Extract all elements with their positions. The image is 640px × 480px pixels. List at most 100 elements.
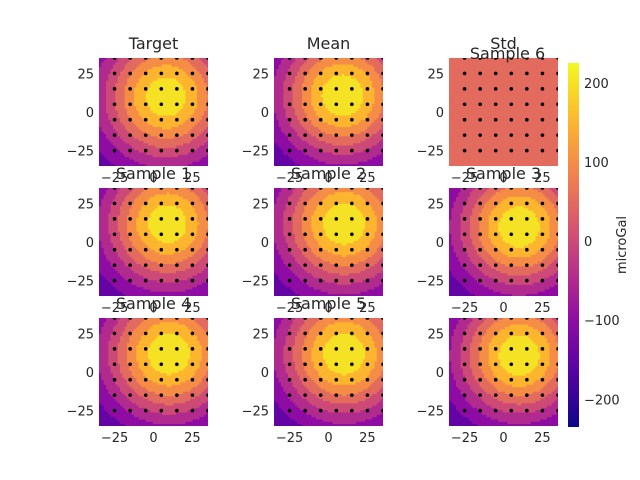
station-dot [318,133,323,137]
station-dot [334,247,339,252]
station-dot [303,217,307,221]
station-dot [556,377,558,382]
contour-field [99,188,208,296]
station-dot [350,318,354,320]
y-tick-label: 0 [86,366,94,381]
station-dot [540,263,545,267]
station-dot [462,201,467,206]
panel-grid: −25 0 25 25 0 −25 Target −25 0 25 25 0 −25 Mean −25 0 25… [67,34,558,446]
station-dot [334,263,339,267]
station-dot [334,188,339,190]
station-dot [509,347,514,351]
station-dot [525,87,529,91]
station-dot [334,58,339,60]
x-tick-label: −25 [101,431,128,446]
station-dot [525,217,529,221]
station-dot [143,102,148,107]
station-dot [462,58,467,60]
panel-title: Sample 4 [116,294,191,313]
station-dot [175,247,179,252]
station-dot [462,278,467,283]
station-dot [190,408,195,413]
station-dot [540,232,545,237]
station-dot [159,87,164,91]
station-dot [525,263,529,267]
station-dot [159,148,164,153]
station-dot [159,133,164,137]
station-dot [556,102,558,107]
station-dot [509,263,514,267]
station-dot [478,362,482,367]
station-dot [159,58,164,60]
station-dot [478,201,482,206]
station-dot [509,362,514,367]
station-dot [287,217,292,221]
x-tick-label: 25 [534,431,551,446]
station-dot [493,201,498,206]
station-dot [556,71,558,76]
station-dot [525,71,529,76]
station-dot [556,278,558,283]
station-dot [175,347,179,351]
station-dot [493,102,498,107]
station-dot [556,263,558,267]
station-dot [493,247,498,252]
station-dot [478,102,482,107]
station-dot [334,117,339,122]
station-dot [365,217,370,221]
station-dot [493,377,498,382]
station-dot [540,247,545,252]
station-dot [175,87,179,91]
station-dot [287,148,292,153]
station-dot [190,188,195,190]
station-dot [478,408,482,413]
y-tick-label: −25 [242,275,269,290]
station-dot [478,148,482,153]
station-dot [556,201,558,206]
station-dot [509,331,514,336]
y-tick-label: 25 [427,197,444,212]
station-dot [175,58,179,60]
station-dot [381,58,383,60]
station-dot [334,102,339,107]
station-dot [287,58,292,60]
x-tick-label: 0 [149,431,157,446]
station-dot [318,102,323,107]
colorbar: 200 100 0 −100 −200 microGal [568,63,630,427]
station-dot [381,393,383,397]
station-dot [190,148,195,153]
station-dot [493,347,498,351]
station-dot [112,102,117,107]
station-dot [525,201,529,206]
station-dot [462,133,467,137]
station-dot [128,148,132,153]
station-dot [540,217,545,221]
station-dot [287,232,292,237]
station-dot [287,102,292,107]
station-dot [206,201,208,206]
station-dot [143,87,148,91]
station-dot [128,217,132,221]
station-dot [143,377,148,382]
station-dot [509,232,514,237]
y-tick-label: −25 [67,405,94,420]
station-dot [334,201,339,206]
panel-8: −25 0 25 25 0 −25 [417,318,558,446]
y-tick-label: 25 [252,67,269,82]
x-tick-label: 0 [499,171,507,186]
station-dot [190,133,195,137]
station-dot [540,201,545,206]
station-dot [556,347,558,351]
station-dot [540,58,545,60]
station-dot [112,263,117,267]
station-dot [478,393,482,397]
station-dot [112,393,117,397]
station-dot [175,117,179,122]
station-dot [190,87,195,91]
x-tick-label: −25 [276,171,303,186]
x-tick-label: 25 [534,171,551,186]
station-dot [175,318,179,320]
x-tick-label: 25 [184,171,201,186]
station-dot [303,232,307,237]
